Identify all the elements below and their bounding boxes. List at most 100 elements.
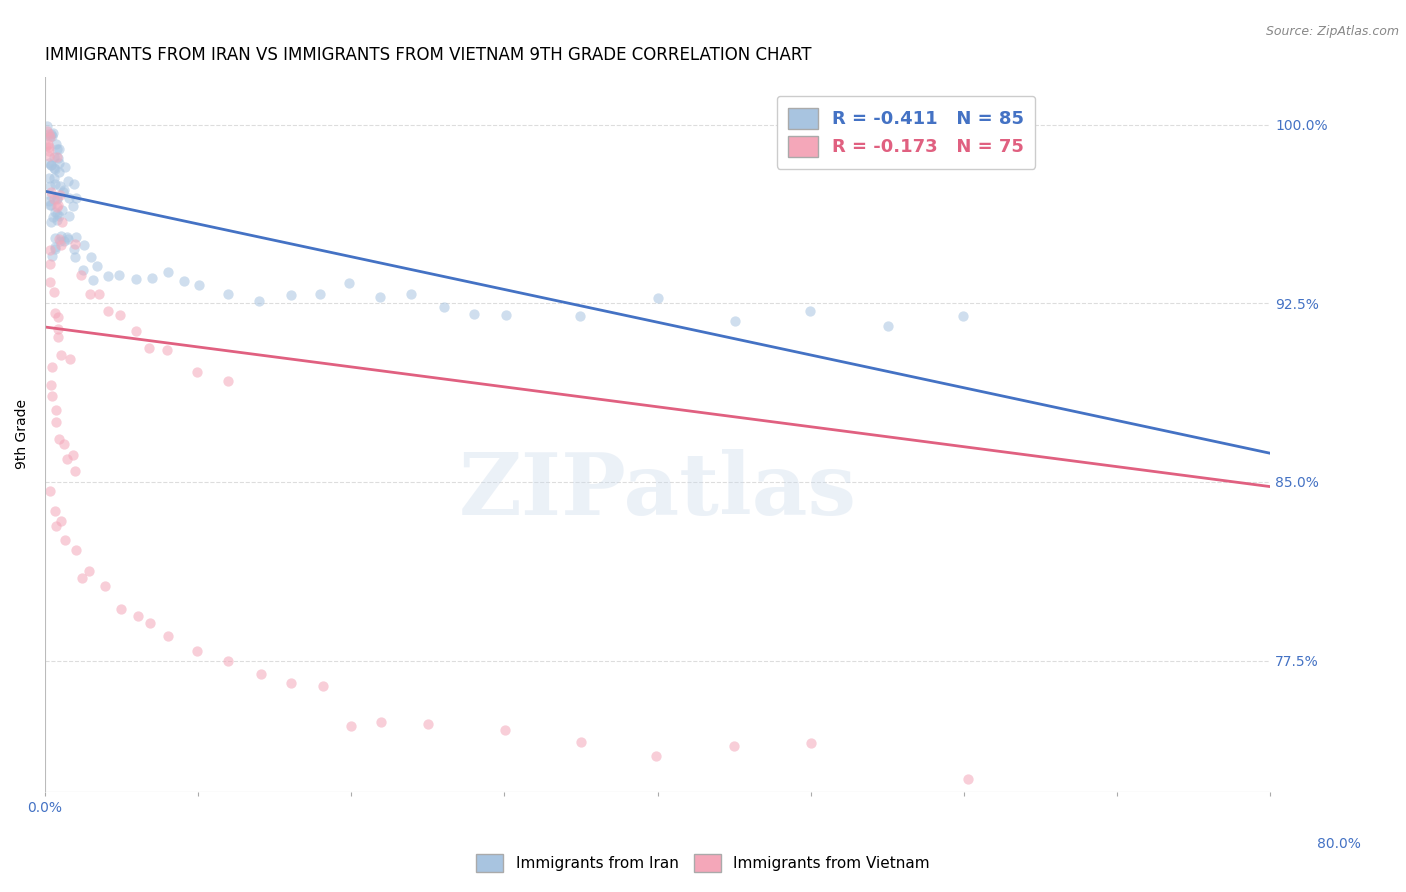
Point — [62, 448, 84, 462]
Point — [45, 142, 67, 156]
Point — [48, 433, 70, 447]
Point — [156, 343, 179, 358]
Point — [495, 308, 517, 322]
Point — [217, 287, 239, 301]
Point — [62, 178, 84, 192]
Point — [56, 230, 79, 244]
Point — [280, 676, 302, 690]
Point — [463, 307, 485, 321]
Point — [41, 360, 63, 375]
Point — [157, 265, 180, 279]
Point — [45, 518, 67, 533]
Point — [44, 177, 66, 191]
Point — [97, 304, 120, 318]
Point — [46, 150, 69, 164]
Point — [77, 564, 100, 578]
Point — [952, 309, 974, 323]
Point — [97, 268, 120, 283]
Point — [416, 716, 439, 731]
Point — [39, 179, 62, 194]
Point — [38, 194, 60, 209]
Point — [49, 234, 72, 248]
Point — [46, 201, 69, 215]
Point — [956, 772, 979, 786]
Point — [799, 304, 821, 318]
Point — [86, 259, 108, 273]
Point — [108, 268, 131, 283]
Point — [51, 514, 73, 528]
Point — [46, 213, 69, 227]
Point — [73, 238, 96, 252]
Point — [53, 437, 76, 451]
Point — [370, 714, 392, 729]
Point — [79, 286, 101, 301]
Point — [48, 165, 70, 179]
Point — [46, 151, 69, 165]
Point — [138, 341, 160, 355]
Point — [56, 174, 79, 188]
Point — [48, 330, 70, 344]
Point — [63, 237, 86, 252]
Point — [35, 119, 58, 133]
Point — [87, 286, 110, 301]
Point — [41, 249, 63, 263]
Point — [46, 322, 69, 336]
Point — [724, 314, 747, 328]
Point — [250, 667, 273, 681]
Point — [51, 348, 73, 362]
Point — [42, 210, 65, 224]
Point — [368, 291, 391, 305]
Point — [38, 140, 60, 154]
Point — [62, 199, 84, 213]
Point — [48, 178, 70, 193]
Point — [38, 257, 60, 271]
Point — [569, 735, 592, 749]
Point — [49, 238, 72, 252]
Point — [127, 609, 149, 624]
Point — [46, 198, 69, 212]
Point — [723, 739, 745, 754]
Point — [42, 171, 65, 186]
Point — [59, 352, 82, 367]
Point — [312, 679, 335, 693]
Point — [63, 242, 86, 256]
Point — [217, 374, 239, 388]
Point — [44, 161, 66, 175]
Point — [63, 251, 86, 265]
Legend: R = -0.411   N = 85, R = -0.173   N = 75: R = -0.411 N = 85, R = -0.173 N = 75 — [776, 96, 1035, 169]
Point — [44, 240, 66, 254]
Point — [45, 192, 67, 206]
Point — [156, 629, 179, 643]
Point — [39, 186, 62, 200]
Legend: Immigrants from Iran, Immigrants from Vietnam: Immigrants from Iran, Immigrants from Vi… — [468, 846, 938, 880]
Point — [173, 274, 195, 288]
Point — [39, 198, 62, 212]
Text: Source: ZipAtlas.com: Source: ZipAtlas.com — [1265, 25, 1399, 38]
Point — [399, 286, 422, 301]
Point — [51, 215, 73, 229]
Point — [280, 287, 302, 301]
Point — [35, 124, 58, 138]
Point — [37, 136, 59, 151]
Point — [44, 504, 66, 518]
Point — [38, 156, 60, 170]
Point — [49, 187, 72, 202]
Point — [46, 310, 69, 324]
Point — [44, 231, 66, 245]
Point — [80, 250, 103, 264]
Point — [38, 128, 60, 143]
Point — [38, 171, 60, 186]
Point — [48, 142, 70, 156]
Point — [41, 389, 63, 403]
Text: ZIPatlas: ZIPatlas — [458, 450, 856, 533]
Point — [45, 191, 67, 205]
Y-axis label: 9th Grade: 9th Grade — [15, 400, 30, 469]
Point — [94, 579, 117, 593]
Point — [44, 192, 66, 206]
Point — [139, 615, 162, 630]
Point — [39, 275, 62, 289]
Point — [110, 308, 132, 322]
Point — [44, 162, 66, 177]
Point — [41, 189, 63, 203]
Point — [48, 156, 70, 170]
